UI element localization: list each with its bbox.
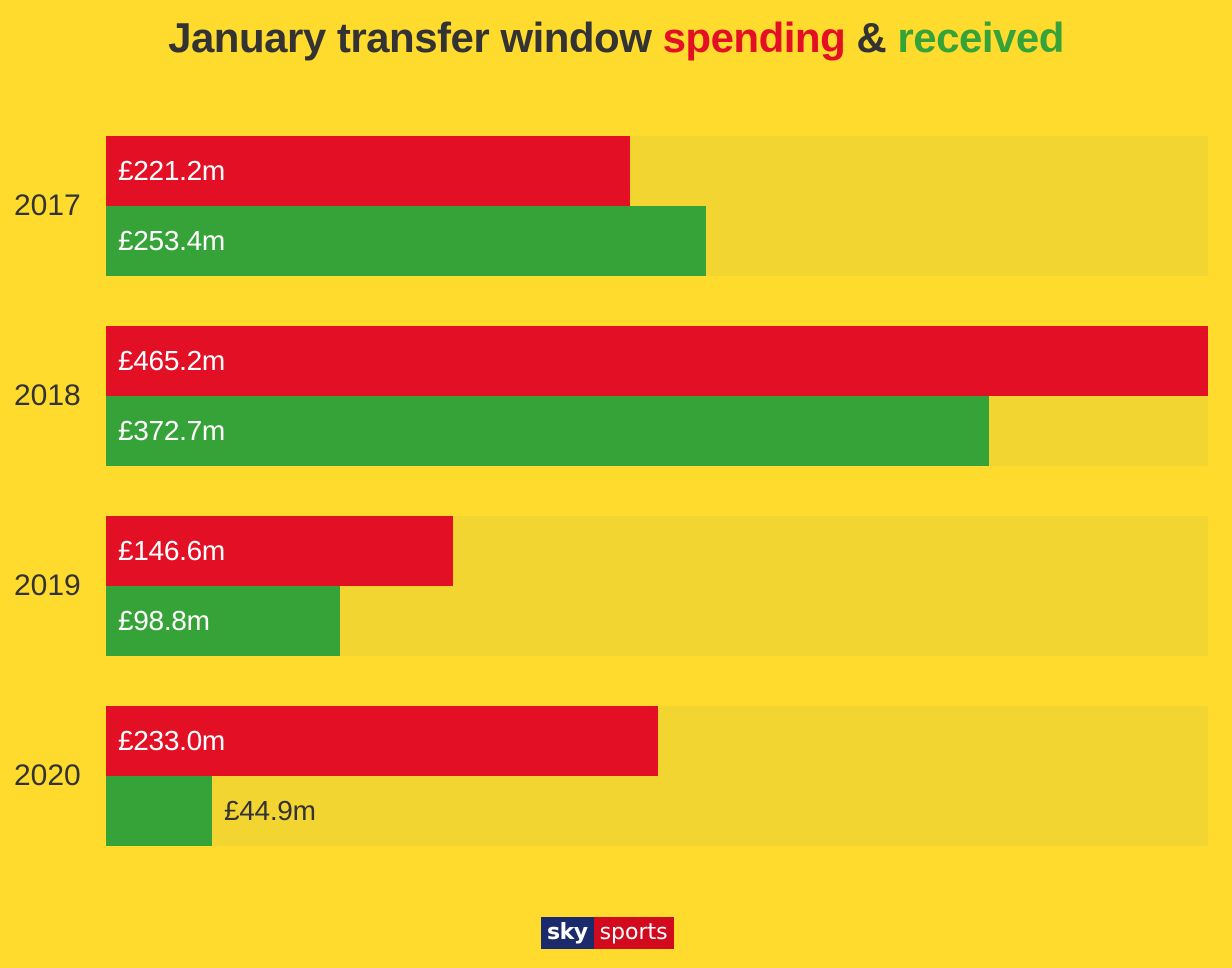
value-label-spending-2019: £146.6m	[118, 535, 225, 566]
value-label-spending-2017: £221.2m	[118, 155, 225, 186]
sky-sports-logo: sky sports	[541, 917, 674, 949]
bar-received-2017	[106, 206, 706, 276]
bar-received-2019	[106, 586, 340, 656]
category-label-2017: 2017	[14, 189, 81, 222]
bar-spending-2017	[106, 136, 630, 206]
bar-spending-2019	[106, 516, 453, 586]
bar-spending-2020	[106, 706, 658, 776]
title-prefix: January transfer window	[168, 14, 652, 61]
bar-received-2018	[106, 396, 989, 466]
logo-sky-text: sky	[541, 917, 594, 949]
title-spending-word: spending	[662, 14, 846, 61]
value-label-received-2017: £253.4m	[118, 225, 225, 256]
title-received-word: received	[897, 14, 1064, 61]
bar-track-received-2020	[106, 776, 1208, 846]
title-ampersand: &	[856, 14, 887, 61]
value-label-spending-2020: £233.0m	[118, 725, 225, 756]
value-label-received-2020: £44.9m	[224, 795, 316, 826]
category-label-2019: 2019	[14, 569, 81, 602]
category-label-2018: 2018	[14, 379, 81, 412]
value-label-received-2018: £372.7m	[118, 415, 225, 446]
category-label-2020: 2020	[14, 759, 81, 792]
bar-received-2020	[106, 776, 212, 846]
chart-title: January transfer window spending & recei…	[0, 14, 1232, 62]
value-label-spending-2018: £465.2m	[118, 345, 225, 376]
bar-spending-2018	[106, 326, 1208, 396]
logo-sports-text: sports	[593, 917, 674, 949]
value-label-received-2019: £98.8m	[118, 605, 210, 636]
